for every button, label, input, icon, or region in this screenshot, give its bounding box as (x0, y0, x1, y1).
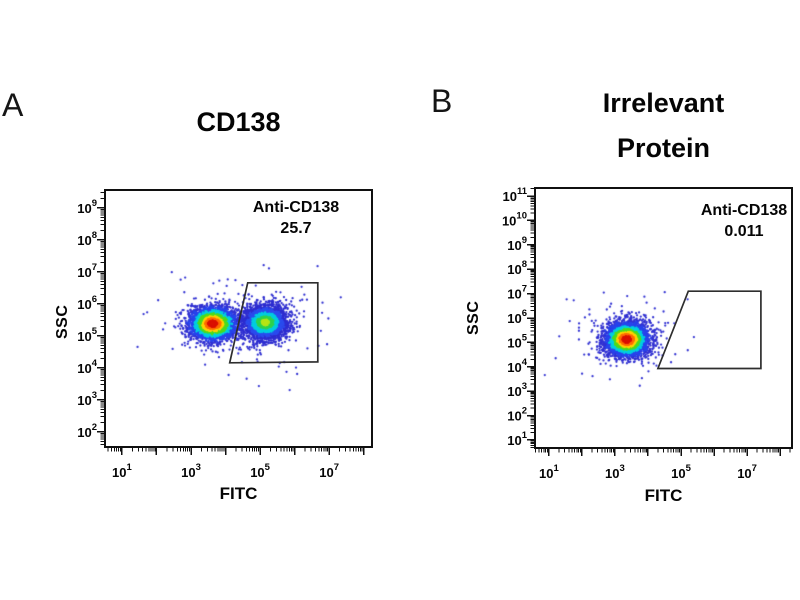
svg-text:103: 103 (605, 463, 625, 481)
svg-text:108: 108 (77, 230, 97, 248)
svg-text:106: 106 (507, 308, 527, 326)
panel-a-y-axis-title: SSC (54, 304, 71, 340)
panel-b-y-axis-title: SSC (465, 300, 482, 336)
svg-text:107: 107 (507, 284, 527, 302)
panel-b-gate-percent: 0.011 (724, 223, 764, 240)
svg-text:108: 108 (507, 259, 527, 277)
svg-text:104: 104 (77, 358, 97, 376)
svg-text:103: 103 (181, 462, 201, 480)
panel-a-gate-label: Anti-CD138 (252, 199, 340, 216)
svg-text:106: 106 (77, 294, 97, 312)
svg-text:101: 101 (112, 462, 132, 480)
svg-text:105: 105 (671, 463, 691, 481)
svg-text:101: 101 (539, 463, 559, 481)
svg-text:104: 104 (507, 357, 527, 375)
svg-text:103: 103 (507, 381, 527, 399)
panel-a-title: CD138 (105, 100, 372, 145)
svg-text:107: 107 (319, 462, 339, 480)
svg-text:1011: 1011 (502, 186, 527, 204)
panel-a-gate-percent: 25.7 (280, 220, 312, 237)
svg-text:109: 109 (77, 198, 97, 216)
panel-b-title-line1: Irrelevant (602, 88, 725, 118)
panel-b-letter: B (431, 83, 453, 119)
panel-a-letter: A (2, 87, 24, 123)
svg-text:105: 105 (250, 462, 270, 480)
svg-text:102: 102 (77, 422, 97, 440)
panel-b-title-line2: Protein (616, 133, 710, 163)
panel-b-gate-label: Anti-CD138 (700, 202, 788, 219)
svg-text:107: 107 (737, 463, 757, 481)
svg-text:1010: 1010 (502, 210, 527, 228)
svg-text:105: 105 (77, 326, 97, 344)
svg-text:105: 105 (507, 332, 527, 350)
panel-a-gate-annotation: Anti-CD138 25.7 (245, 197, 347, 239)
panel-a-title-line1: CD138 (196, 107, 281, 137)
svg-text:101: 101 (507, 430, 527, 448)
svg-text:103: 103 (77, 390, 97, 408)
svg-text:109: 109 (507, 235, 527, 253)
svg-text:107: 107 (77, 262, 97, 280)
panel-b-gate-annotation: Anti-CD138 0.011 (694, 200, 794, 242)
panel-a-x-axis-title: FITC (219, 484, 258, 503)
svg-text:102: 102 (507, 406, 527, 424)
panel-b-title: Irrelevant Protein (535, 81, 792, 171)
panel-b-x-axis-title: FITC (644, 486, 683, 505)
